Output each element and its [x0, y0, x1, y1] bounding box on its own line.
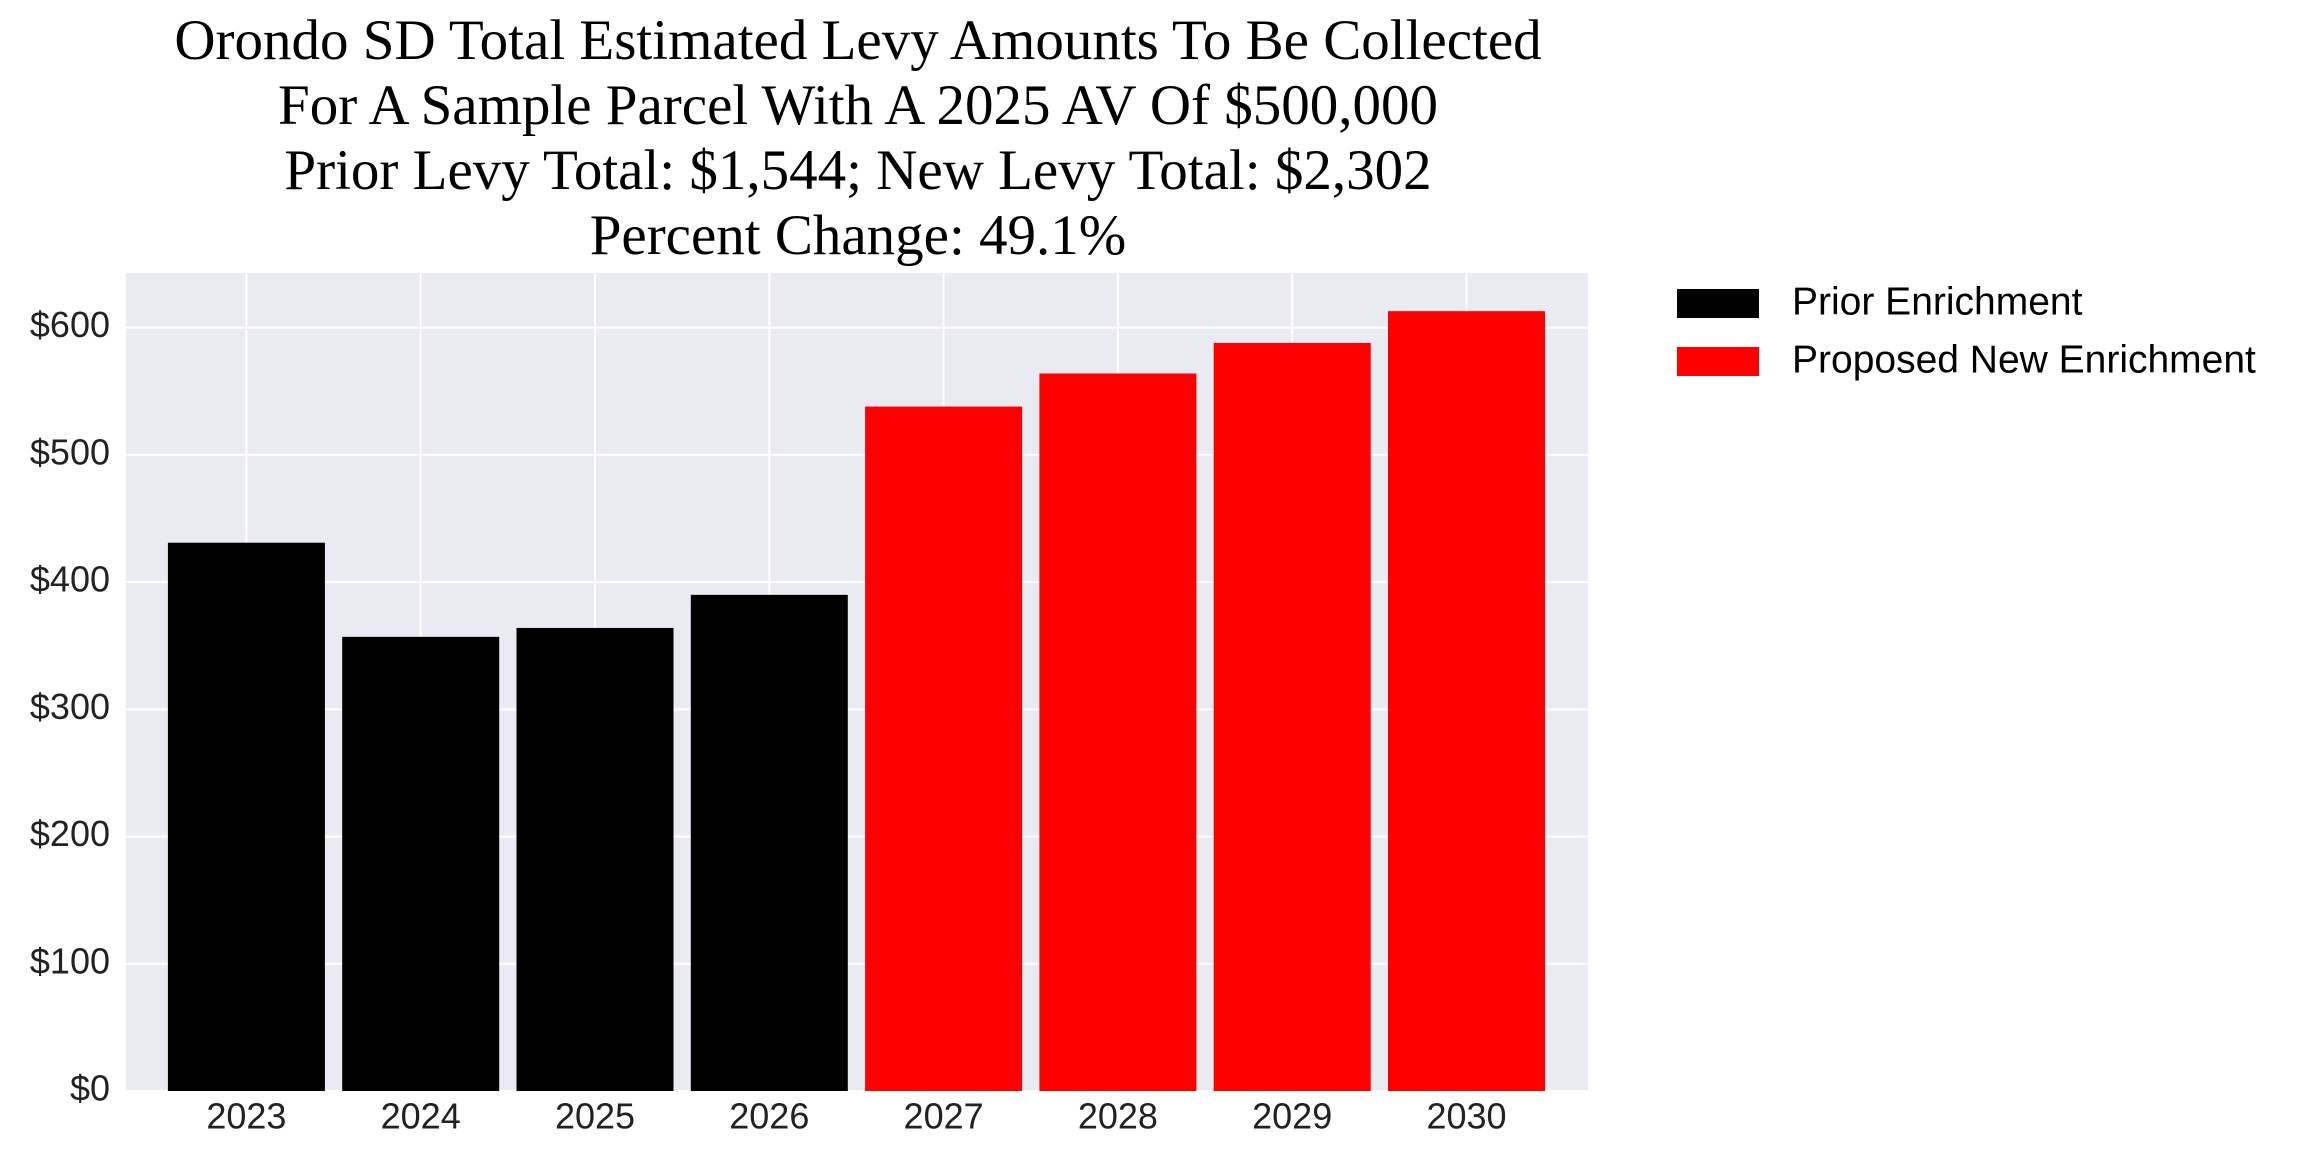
chart-title: For A Sample Parcel With A 2025 AV Of $5…: [278, 74, 1438, 137]
y-tick-label: $200: [30, 813, 110, 854]
legend-swatch: [1677, 347, 1759, 376]
y-tick-label: $0: [70, 1068, 110, 1109]
x-tick-label: 2027: [904, 1096, 984, 1137]
bar: [1039, 373, 1197, 1092]
x-tick-label: 2030: [1426, 1096, 1506, 1137]
bar: [690, 594, 848, 1091]
x-tick-label: 2025: [555, 1096, 635, 1137]
bar: [865, 406, 1023, 1091]
chart-title: Prior Levy Total: $1,544; New Levy Total…: [284, 139, 1431, 202]
y-tick-label: $600: [30, 304, 110, 345]
legend-label: Prior Enrichment: [1792, 280, 2083, 323]
legend-swatch: [1677, 289, 1759, 318]
x-tick-label: 2028: [1078, 1096, 1158, 1137]
bar: [342, 636, 500, 1091]
bar: [516, 627, 674, 1091]
chart-title: Orondo SD Total Estimated Levy Amounts T…: [174, 9, 1541, 72]
y-tick-label: $300: [30, 686, 110, 727]
chart-title: Percent Change: 49.1%: [590, 204, 1127, 267]
bar: [1388, 311, 1545, 1091]
y-tick-label: $500: [30, 431, 110, 472]
x-tick-label: 2023: [206, 1096, 286, 1137]
legend-label: Proposed New Enrichment: [1792, 338, 2256, 381]
bar: [167, 542, 325, 1091]
x-tick-label: 2026: [729, 1096, 809, 1137]
x-tick-label: 2029: [1252, 1096, 1332, 1137]
bar: [1213, 342, 1371, 1092]
y-tick-label: $100: [30, 940, 110, 981]
y-tick-label: $400: [30, 559, 110, 600]
x-tick-label: 2024: [381, 1096, 461, 1137]
